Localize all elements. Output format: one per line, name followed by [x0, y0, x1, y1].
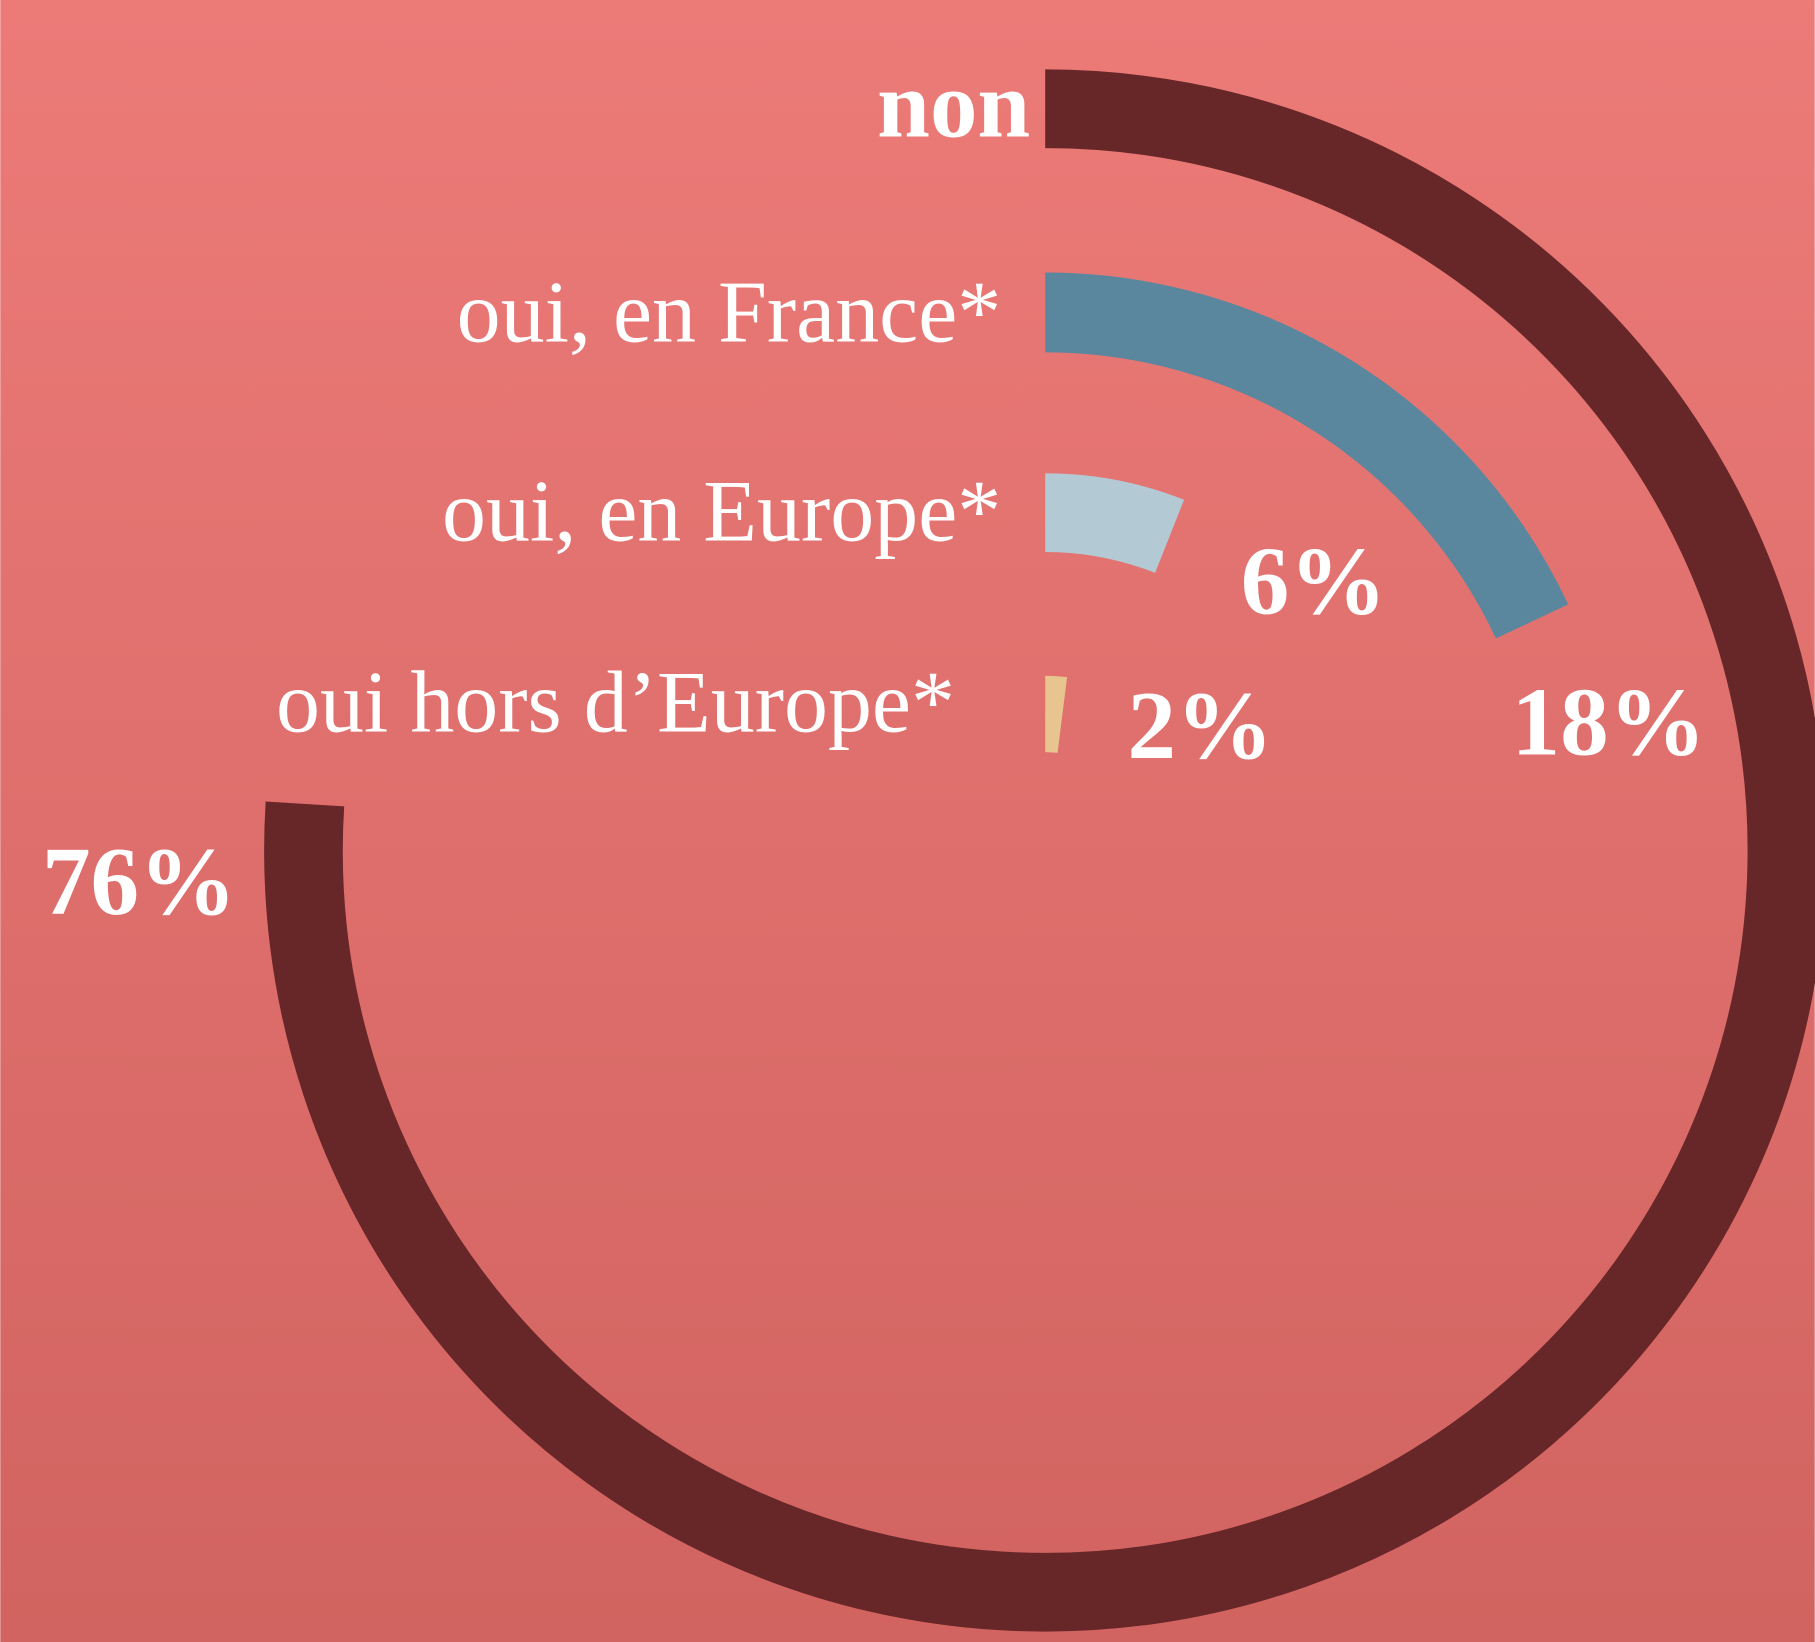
value-label: 18%: [1512, 668, 1706, 776]
ring-bar: [264, 69, 1815, 1632]
ring-bar: [1044, 675, 1068, 753]
value-label: 2%: [1127, 672, 1273, 780]
value-label: 76%: [42, 828, 236, 936]
category-label: oui hors d’Europe*: [276, 654, 955, 751]
ring-bar: [1045, 272, 1569, 639]
category-label: non: [877, 52, 1030, 158]
ring-bar: [1044, 473, 1185, 574]
category-label: oui, en France*: [457, 264, 1002, 361]
category-label: oui, en Europe*: [442, 463, 1001, 560]
value-label: 6%: [1241, 527, 1387, 635]
